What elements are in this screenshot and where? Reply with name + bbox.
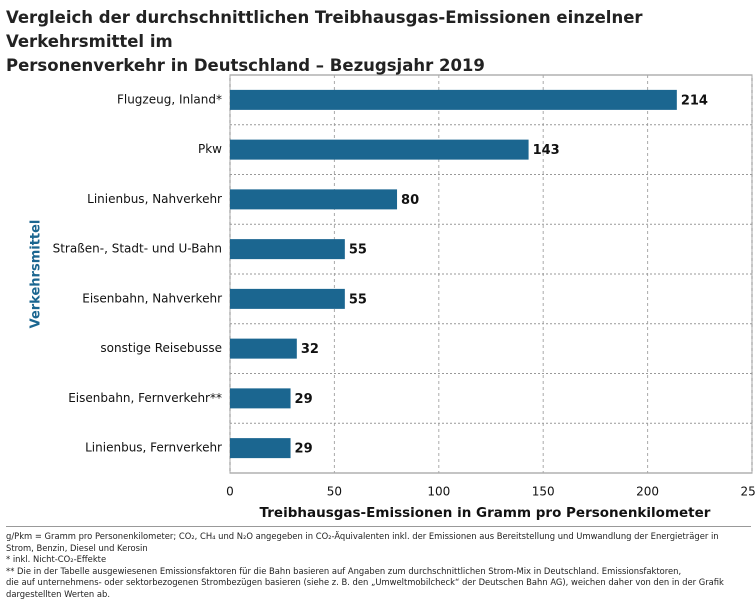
value-label: 32 (301, 342, 319, 357)
footnote-line: dargestellten Werten ab. (6, 588, 110, 599)
footnotes: g/Pkm = Gramm pro Personenkilometer; CO₂… (6, 526, 751, 600)
x-tick-label: 100 (427, 485, 450, 499)
x-tick-label: 250 (741, 485, 756, 499)
value-label: 29 (295, 392, 313, 407)
footnote-line: Strom, Benzin, Diesel und Kerosin (6, 542, 148, 553)
y-tick-label: Flugzeug, Inland* (117, 92, 222, 106)
bar (230, 139, 529, 160)
x-tick-label: 150 (532, 485, 555, 499)
bar (230, 89, 677, 110)
x-tick-label: 50 (327, 485, 342, 499)
chart-title: Vergleich der durchschnittlichen Treibha… (6, 6, 756, 78)
y-tick-label: Linienbus, Fernverkehr (85, 441, 222, 455)
title-line: Vergleich der durchschnittlichen Treibha… (6, 8, 643, 51)
title-line: Personenverkehr in Deutschland – Bezugsj… (6, 56, 485, 75)
footnote-line: * inkl. Nicht-CO₂-Effekte (6, 554, 107, 565)
value-label: 143 (533, 143, 560, 158)
value-label: 214 (681, 93, 708, 108)
x-tick-label: 200 (636, 485, 659, 499)
bar (230, 388, 291, 409)
footnote-line: die auf unternehmens- oder sektorbezogen… (6, 577, 724, 588)
y-tick-label: Eisenbahn, Nahverkehr (82, 291, 222, 305)
y-tick-label: Eisenbahn, Fernverkehr** (68, 391, 222, 405)
y-tick-label: Pkw (198, 142, 222, 156)
y-tick-label: sonstige Reisebusse (100, 341, 222, 355)
footnote-line: ** Die in der Tabelle ausgewiesenen Emis… (6, 565, 682, 576)
value-label: 55 (349, 292, 367, 307)
chart: 0 50 100 150 200 250 Flugzeug, Inland* 214 Pkw 14… (29, 74, 756, 520)
bar (230, 288, 345, 309)
y-tick-label: Linienbus, Nahverkehr (87, 192, 222, 206)
y-axis-label: Verkehrsmittel (29, 220, 44, 329)
bar (230, 338, 297, 359)
x-tick-label: 0 (226, 485, 234, 499)
bar (230, 189, 398, 210)
y-tick-label: Straßen-, Stadt- und U-Bahn (53, 242, 222, 256)
x-axis-label: Treibhausgas-Emissionen in Gramm pro Per… (260, 505, 711, 520)
bar (230, 239, 345, 260)
value-label: 80 (401, 193, 419, 208)
value-label: 55 (349, 243, 367, 258)
bar (230, 438, 291, 459)
footnote-line: g/Pkm = Gramm pro Personenkilometer; CO₂… (6, 531, 719, 541)
value-label: 29 (295, 442, 313, 457)
